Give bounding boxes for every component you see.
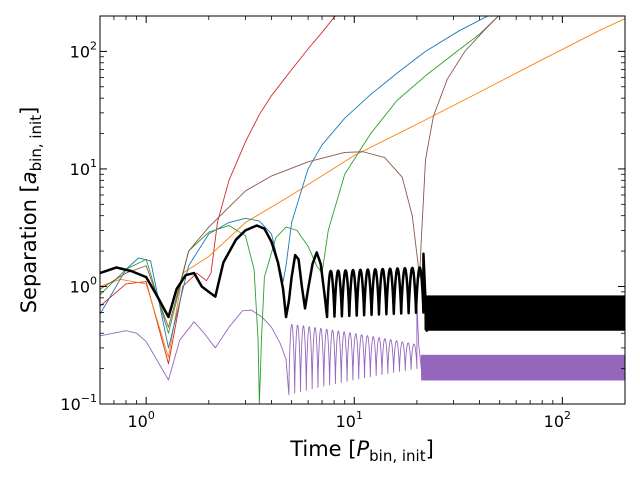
- tick-label-layer: 100 101 102 10−1 100 101 102: [60, 39, 571, 431]
- series-layer: [100, 16, 625, 404]
- series-line-inner-pair: [100, 302, 625, 396]
- x-tick-label: 100: [127, 409, 154, 431]
- series-line-binary: [100, 224, 625, 332]
- x-tick-label: 101: [336, 409, 363, 431]
- plot-frame: [99, 15, 626, 405]
- y-tick-label: 101: [70, 157, 97, 179]
- series-line-orange-escape: [100, 18, 625, 358]
- tick-layer: [99, 15, 626, 405]
- y-tick-label: 102: [70, 39, 97, 61]
- series-line-green-escape: [100, 16, 500, 404]
- series-line-red-escape: [100, 16, 336, 365]
- x-axis-label: Time [Pbin, init]: [289, 437, 434, 465]
- x-tick-label: 102: [544, 409, 571, 431]
- series-line-brown-escape: [100, 16, 500, 328]
- y-axis-label: Separation [abin, init]: [17, 107, 45, 314]
- y-tick-label: 100: [70, 274, 97, 296]
- y-tick-label: 10−1: [60, 392, 97, 414]
